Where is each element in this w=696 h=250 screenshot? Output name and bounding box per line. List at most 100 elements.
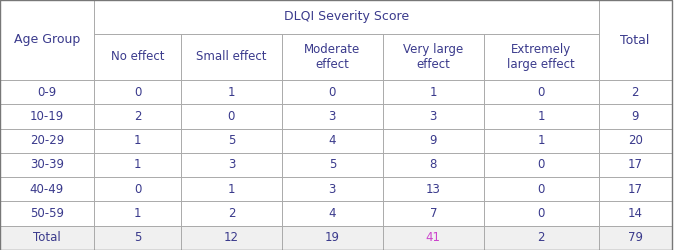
Text: 30-39: 30-39 [30, 158, 64, 172]
Bar [484, 128, 599, 153]
Bar [484, 226, 599, 250]
Text: 17: 17 [628, 158, 642, 172]
Bar [181, 226, 282, 250]
Bar [484, 80, 599, 104]
Bar [383, 34, 484, 80]
Bar [181, 34, 282, 80]
Bar [94, 104, 181, 128]
Bar [383, 104, 484, 128]
Bar [0, 153, 94, 177]
Bar [383, 177, 484, 201]
Text: 41: 41 [426, 231, 441, 244]
Bar [484, 128, 599, 153]
Bar [383, 201, 484, 226]
Bar [0, 104, 94, 128]
Text: 50-59: 50-59 [30, 207, 64, 220]
Bar [94, 177, 181, 201]
Bar [484, 201, 599, 226]
Bar [0, 226, 94, 250]
Text: No effect: No effect [111, 50, 164, 63]
Bar [94, 34, 181, 80]
Text: 2: 2 [134, 110, 141, 123]
Bar [484, 34, 599, 80]
Bar [383, 177, 484, 201]
Bar [0, 128, 94, 153]
Bar [181, 104, 282, 128]
Text: 12: 12 [224, 231, 239, 244]
Text: 9: 9 [429, 134, 437, 147]
Bar [599, 201, 672, 226]
Bar [282, 201, 383, 226]
Text: 13: 13 [426, 182, 441, 196]
Bar [181, 153, 282, 177]
Text: 0: 0 [329, 86, 336, 98]
Bar [0, 201, 94, 226]
Text: 19: 19 [325, 231, 340, 244]
Text: 0: 0 [228, 110, 235, 123]
Bar [484, 34, 599, 80]
Bar [599, 0, 672, 80]
Bar [599, 104, 672, 128]
Bar [181, 104, 282, 128]
Bar [383, 226, 484, 250]
Text: 1: 1 [537, 110, 545, 123]
Bar [484, 80, 599, 104]
Bar [181, 177, 282, 201]
Bar [599, 153, 672, 177]
Bar [599, 128, 672, 153]
Text: 20-29: 20-29 [30, 134, 64, 147]
Bar [282, 80, 383, 104]
Bar [599, 226, 672, 250]
Text: Age Group: Age Group [14, 34, 80, 46]
Bar [181, 201, 282, 226]
Bar [282, 226, 383, 250]
Text: 40-49: 40-49 [30, 182, 64, 196]
Text: 2: 2 [228, 207, 235, 220]
Bar [484, 177, 599, 201]
Bar [94, 0, 599, 34]
Bar [599, 80, 672, 104]
Text: 1: 1 [228, 182, 235, 196]
Bar [484, 201, 599, 226]
Text: 3: 3 [329, 110, 336, 123]
Bar [282, 104, 383, 128]
Text: 4: 4 [329, 207, 336, 220]
Bar [94, 128, 181, 153]
Bar [181, 128, 282, 153]
Text: 0: 0 [537, 86, 545, 98]
Bar [383, 226, 484, 250]
Bar [94, 80, 181, 104]
Bar [0, 104, 94, 128]
Bar [282, 226, 383, 250]
Text: 10-19: 10-19 [30, 110, 64, 123]
Bar [94, 226, 181, 250]
Bar [282, 153, 383, 177]
Text: Moderate
effect: Moderate effect [304, 43, 361, 71]
Bar [94, 128, 181, 153]
Bar [484, 177, 599, 201]
Bar [282, 153, 383, 177]
Text: 1: 1 [134, 158, 141, 172]
Text: Total: Total [620, 34, 650, 46]
Bar [94, 104, 181, 128]
Bar [282, 201, 383, 226]
Bar [383, 34, 484, 80]
Text: 1: 1 [429, 86, 437, 98]
Bar [0, 128, 94, 153]
Bar [599, 226, 672, 250]
Bar [94, 80, 181, 104]
Text: 1: 1 [228, 86, 235, 98]
Bar [0, 0, 94, 80]
Text: 3: 3 [429, 110, 437, 123]
Bar [0, 0, 94, 80]
Text: 4: 4 [329, 134, 336, 147]
Text: 5: 5 [228, 134, 235, 147]
Text: Very large
effect: Very large effect [403, 43, 464, 71]
Bar [383, 201, 484, 226]
Text: 1: 1 [134, 134, 141, 147]
Bar [94, 153, 181, 177]
Bar [94, 201, 181, 226]
Bar [282, 80, 383, 104]
Text: DLQI Severity Score: DLQI Severity Score [284, 10, 409, 24]
Bar [0, 153, 94, 177]
